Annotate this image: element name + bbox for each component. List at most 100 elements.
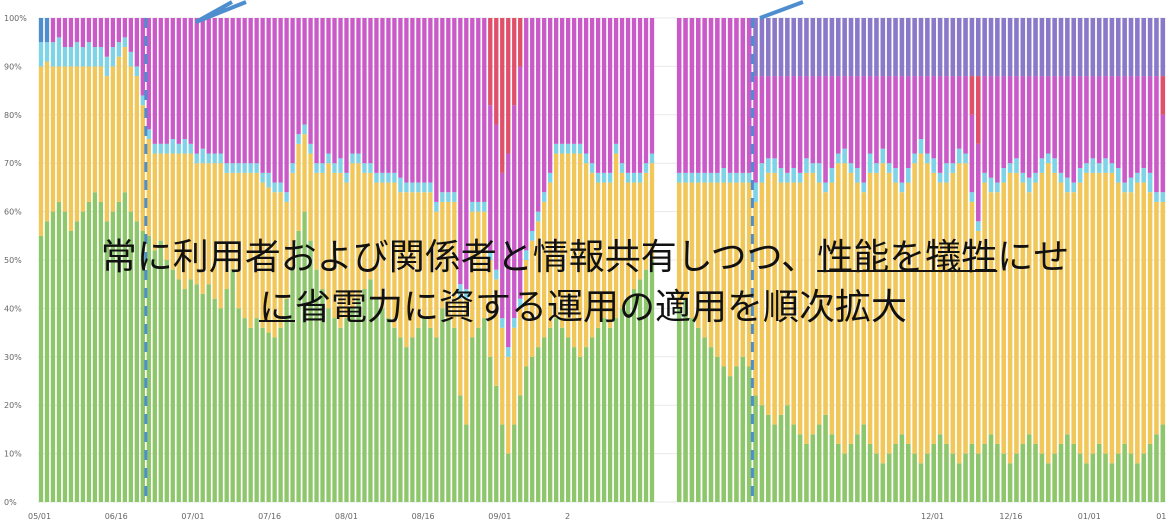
bar-segment-purple [1090, 18, 1096, 77]
bar-segment-green [931, 443, 937, 502]
bar-segment-red [506, 18, 511, 154]
bar-segment-cyan [320, 163, 325, 173]
bar-segment-yellow [392, 182, 397, 328]
bar-segment-cyan [242, 163, 247, 173]
bar-segment-magenta [835, 76, 841, 154]
bar-segment-magenta [158, 18, 163, 144]
x-tick-label: 07/16 [258, 512, 281, 521]
bar-segment-green [398, 337, 403, 502]
bar-segment-green [350, 308, 355, 502]
bar-segment-green [494, 385, 499, 502]
bar-segment-cyan [428, 182, 433, 193]
bar-segment-green [158, 240, 163, 502]
bar-segment-yellow [589, 172, 595, 338]
bar-segment-cyan [314, 163, 319, 173]
bar-segment-cyan [512, 318, 517, 328]
callout-arrow-right [759, 0, 804, 20]
chart-panel-right [676, 18, 1166, 502]
y-tick-label: 70% [4, 159, 22, 168]
bar-segment-magenta [104, 18, 110, 57]
bar-segment-yellow [829, 182, 835, 435]
bar-segment-purple [937, 18, 943, 77]
bar-segment-cyan [565, 143, 571, 154]
bar-segment-yellow [98, 66, 104, 202]
bar-segment-cyan [278, 182, 283, 193]
bar-segment-magenta [56, 18, 62, 38]
bar-segment-cyan [995, 182, 1000, 193]
bar-segment-cyan [212, 153, 217, 164]
bar-segment-yellow [804, 172, 809, 444]
bar-segment-cyan [1090, 158, 1096, 173]
bar-segment-yellow [74, 66, 80, 222]
bar-segment-green [583, 347, 589, 502]
bar-segment-green [740, 356, 746, 502]
bar-segment-cyan [56, 37, 62, 67]
bar-segment-magenta [816, 76, 822, 164]
bar-segment-magenta [1103, 76, 1108, 159]
bar-segment-cyan [595, 172, 601, 183]
overlay-text-1b: 性能を犠牲 [817, 237, 998, 278]
bar-segment-magenta [1128, 76, 1134, 178]
bar-segment-magenta [577, 18, 583, 144]
bar-segment-green [1007, 463, 1013, 502]
bar-segment-magenta [1109, 76, 1115, 164]
bar-segment-cyan [931, 158, 937, 173]
bar-segment-red [494, 18, 499, 125]
bar-segment-magenta [944, 76, 949, 164]
callout-arrows [195, 0, 804, 24]
bar-segment-purple [829, 18, 835, 77]
bar-segment-magenta [905, 76, 911, 169]
bar-segment-yellow [727, 182, 733, 377]
bar-segment-green [512, 424, 517, 502]
bar-segment-green [362, 289, 367, 502]
bar-segment-magenta [619, 18, 625, 164]
bar-segment-green [753, 395, 758, 502]
bar-segment-yellow [464, 298, 469, 425]
bar-segment-green [554, 318, 559, 502]
bar-segment-green [128, 211, 133, 502]
bar-segment-yellow [314, 172, 319, 270]
bar-segment-green [200, 293, 205, 502]
bar-segment-yellow [931, 172, 937, 444]
x-tick-label: 07/01 [181, 512, 204, 521]
bar-segment-magenta [583, 18, 589, 154]
bar-segment-cyan [944, 163, 949, 183]
bar-segment-magenta [589, 18, 595, 164]
bar-segment-cyan [158, 143, 163, 154]
bar-segment-green [559, 327, 565, 502]
bar-segment-purple [823, 18, 828, 77]
bar-segment-purple [1122, 18, 1127, 77]
y-tick-label: 10% [4, 450, 22, 459]
bar-segment-yellow [128, 66, 133, 212]
x-tick-label: 08/16 [412, 512, 435, 521]
bar-segment-magenta [1052, 76, 1057, 159]
bar-segment-magenta [554, 18, 559, 144]
bar-segment-yellow [170, 153, 175, 270]
bar-segment-yellow [695, 182, 701, 328]
bar-segment-purple [1007, 18, 1013, 77]
bar-segment-yellow [176, 153, 181, 280]
bar-segment-yellow [1141, 182, 1147, 454]
bar-segment-magenta [542, 18, 547, 193]
bar-segment-yellow [38, 66, 44, 236]
bar-segment-magenta [1160, 114, 1166, 193]
bar-segment-purple [944, 18, 949, 77]
bar-segment-green [715, 356, 720, 502]
bar-segment-green [290, 269, 295, 502]
bar-segment-green [356, 298, 361, 502]
bar-segment-green [212, 298, 217, 502]
bar-segment-green [104, 221, 110, 502]
bar-segment-green [98, 201, 104, 503]
bar-segment-green [74, 221, 80, 502]
bar-segment-green [284, 298, 289, 502]
bar-segment-green [708, 347, 714, 502]
bar-segment-magenta [482, 18, 487, 202]
bar-segment-cyan [727, 172, 733, 183]
bar-segment-yellow [332, 172, 337, 319]
bar-segment-cyan [683, 172, 688, 183]
bar-segment-yellow [554, 153, 559, 319]
bar-segment-purple [753, 18, 758, 77]
bar-segment-cyan [332, 163, 337, 173]
y-tick-label: 90% [4, 62, 22, 71]
